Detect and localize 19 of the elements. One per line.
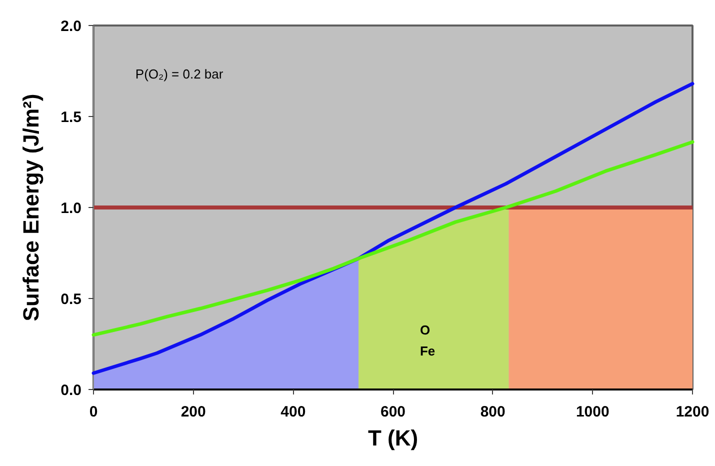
x-tick-label: 0 [89, 404, 98, 420]
x-tick-label: 1000 [576, 404, 610, 420]
y-tick-label: 0.5 [60, 291, 82, 308]
annotation: Fe [420, 343, 436, 358]
annotation: O [420, 322, 430, 338]
y-tick-label: 2.0 [60, 18, 82, 35]
x-tick-label: 200 [180, 404, 206, 420]
y-tick-label: 1.0 [60, 200, 82, 217]
y-tick-label: 0.0 [60, 382, 82, 399]
line-series [92, 82, 694, 375]
x-tick-label: 400 [280, 404, 306, 420]
x-tick-label: 600 [380, 404, 406, 420]
x-axis-title: T (K) [368, 426, 418, 450]
y-tick-label: 1.5 [60, 109, 82, 126]
x-tick-label: 800 [480, 404, 506, 420]
x-tick-label: 1200 [676, 404, 710, 420]
annotation: P(O₂) = 0.2 bar [135, 66, 224, 82]
line-series [92, 140, 694, 337]
y-axis-title: Surface Energy (J/m²) [18, 94, 44, 322]
